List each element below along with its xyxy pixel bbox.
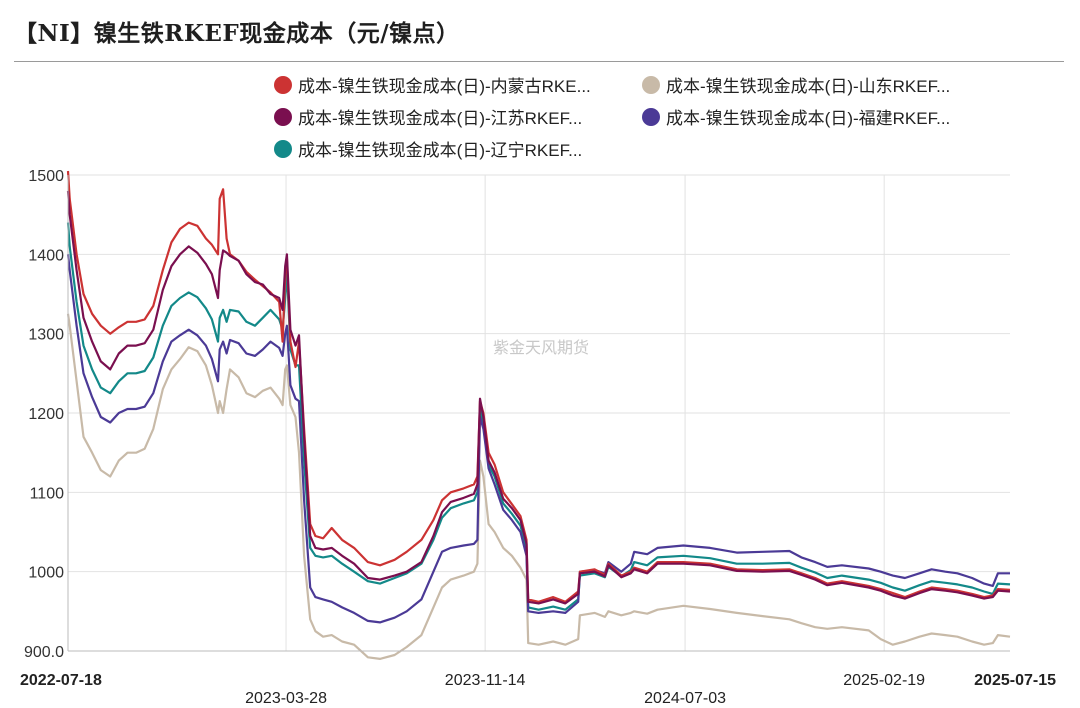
legend-item[interactable]: 成本-镍生铁现金成本(日)-江苏RKEF... — [274, 104, 582, 129]
series-line-0 — [66, 170, 1011, 603]
watermark-text: 紫金天风期货 — [493, 339, 589, 357]
legend-item[interactable]: 成本-镍生铁现金成本(日)-辽宁RKEF... — [274, 136, 582, 161]
y-tick-label: 1400 — [28, 247, 64, 264]
page-title: 【NI】镍生铁RKEF现金成本（元/镍点） — [14, 20, 460, 47]
legend-label: 成本-镍生铁现金成本(日)-内蒙古RKE... — [298, 77, 591, 96]
legend-item[interactable]: 成本-镍生铁现金成本(日)-内蒙古RKE... — [274, 72, 591, 97]
y-tick-label: 1100 — [30, 485, 65, 502]
x-tick-label: 2023-11-14 — [445, 672, 526, 689]
series-line-4 — [66, 222, 1011, 611]
series-line-3 — [66, 254, 1010, 624]
x-tick-label: 2025-02-19 — [843, 672, 925, 689]
legend-swatch — [642, 75, 660, 94]
title-divider — [14, 61, 1064, 62]
axis-layer: 1500 1400 1300 1200 1100 1000 900.0 2022-07-18 2… — [20, 168, 1056, 707]
x-tick-label: 2024-07-03 — [644, 690, 726, 707]
legend-swatch — [274, 139, 292, 158]
legend-item[interactable]: 成本-镍生铁现金成本(日)-山东RKEF... — [642, 72, 950, 97]
legend-label: 成本-镍生铁现金成本(日)-福建RKEF... — [666, 109, 951, 128]
y-tick-label: 900.0 — [24, 644, 64, 661]
legend-item[interactable]: 成本-镍生铁现金成本(日)-福建RKEF... — [642, 104, 950, 129]
x-tick-label: 2022-07-18 — [20, 672, 102, 689]
y-tick-label: 1500 — [28, 168, 64, 185]
legend-label: 成本-镍生铁现金成本(日)-山东RKEF... — [666, 77, 951, 96]
y-tick-label: 1300 — [28, 327, 64, 344]
x-tick-label: 2023-03-28 — [245, 690, 327, 707]
y-tick-label: 1000 — [28, 565, 64, 582]
series-layer — [66, 170, 1011, 661]
legend-label: 成本-镍生铁现金成本(日)-辽宁RKEF... — [298, 141, 583, 160]
legend-swatch — [642, 107, 660, 126]
legend-swatch — [274, 107, 292, 126]
legend-swatch — [274, 75, 292, 94]
series-line-2 — [66, 190, 1011, 605]
x-tick-label: 2025-07-15 — [974, 672, 1056, 689]
series-line-1 — [66, 313, 1011, 661]
y-tick-label: 1200 — [28, 406, 64, 423]
legend-label: 成本-镍生铁现金成本(日)-江苏RKEF... — [298, 109, 583, 128]
